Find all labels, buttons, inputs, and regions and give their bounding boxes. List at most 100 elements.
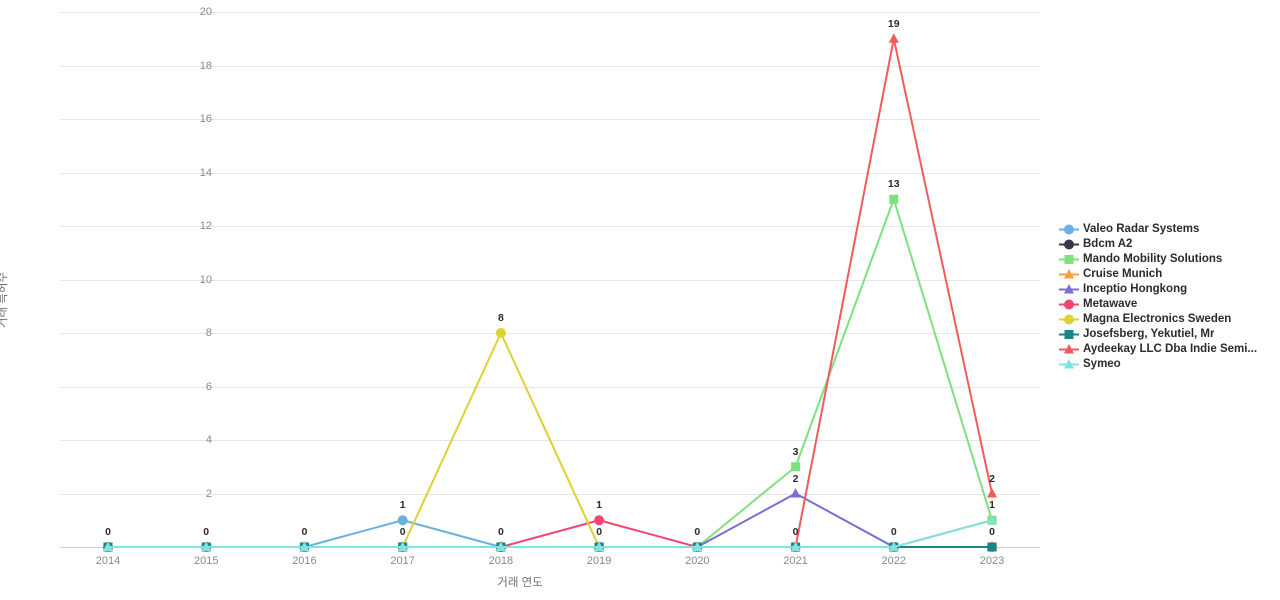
point-value-label: 2 xyxy=(792,472,799,485)
legend-label: Aydeekay LLC Dba Indie Semi... xyxy=(1083,343,1258,355)
data-point-marker xyxy=(692,541,703,551)
legend-item[interactable]: Josefsberg, Yekutiel, Mr xyxy=(1058,327,1273,342)
y-tick-label: 14 xyxy=(199,166,212,179)
x-tick-label: 2021 xyxy=(783,555,808,567)
y-tick-label: 18 xyxy=(199,59,212,72)
point-value-label: 0 xyxy=(890,526,897,538)
series-line xyxy=(108,332,992,548)
legend-item[interactable]: Metawave xyxy=(1058,297,1273,312)
x-tick-label: 2022 xyxy=(881,555,906,567)
x-tick-label: 2016 xyxy=(292,555,317,567)
legend-item[interactable]: Aydeekay LLC Dba Indie Semi... xyxy=(1058,342,1273,357)
data-point-marker xyxy=(594,541,605,551)
point-value-label: 0 xyxy=(203,526,210,538)
legend-item[interactable]: Valeo Radar Systems xyxy=(1058,222,1273,237)
legend-item[interactable]: Magna Electronics Sweden xyxy=(1058,312,1273,327)
y-axis-title: 거래 특허수 xyxy=(0,271,9,329)
y-tick-label: 16 xyxy=(199,113,212,125)
data-point-marker xyxy=(1064,299,1074,310)
series-group xyxy=(103,33,997,551)
legend-item[interactable]: Symeo xyxy=(1058,357,1273,372)
point-value-label: 1 xyxy=(399,499,406,512)
legend-circle-marker-icon xyxy=(1058,222,1080,237)
series-layer xyxy=(103,33,997,552)
data-point-marker xyxy=(1064,284,1074,294)
legend-triangle-marker-icon xyxy=(1058,267,1080,282)
data-point-marker xyxy=(888,33,899,43)
data-point-marker xyxy=(987,542,997,552)
data-point-marker xyxy=(103,541,113,551)
legend-item[interactable]: Mando Mobility Solutions xyxy=(1058,252,1273,267)
legend-circle-marker-icon xyxy=(1058,312,1080,327)
legend-label: Symeo xyxy=(1083,358,1121,370)
series-line xyxy=(108,198,993,548)
data-point-marker xyxy=(1064,330,1074,339)
legend-circle-marker-icon xyxy=(1058,297,1080,312)
point-value-label: 19 xyxy=(887,17,900,30)
x-tick-label: 2014 xyxy=(95,555,121,567)
x-tick-label: 2018 xyxy=(488,555,514,567)
point-value-label: 2 xyxy=(989,472,995,485)
data-point-marker xyxy=(790,488,801,498)
point-value-label: 8 xyxy=(497,312,504,324)
point-value-label: 0 xyxy=(399,526,406,538)
point-value-label: 0 xyxy=(989,526,995,538)
data-point-marker xyxy=(495,328,506,338)
legend-triangle-marker-icon xyxy=(1058,282,1080,297)
x-axis-title: 거래 연도 xyxy=(497,577,543,589)
legend-label: Magna Electronics Sweden xyxy=(1083,313,1232,325)
legend-label: Bdcm A2 xyxy=(1083,238,1133,250)
gridline xyxy=(60,226,1040,227)
data-point-marker xyxy=(1064,255,1074,264)
y-tick-label: 6 xyxy=(205,380,212,393)
point-value-label: 3 xyxy=(792,445,799,458)
data-point-marker xyxy=(299,541,310,551)
y-tick-label: 10 xyxy=(199,273,212,286)
data-point-marker xyxy=(987,488,997,498)
gridline xyxy=(60,333,1040,334)
legend-square-marker-icon xyxy=(1058,252,1080,267)
y-tick-label: 8 xyxy=(205,327,212,339)
series-line xyxy=(108,519,992,548)
y-tick-label: 4 xyxy=(205,434,212,446)
y-tick-label: 12 xyxy=(199,220,212,232)
legend-triangle-marker-icon xyxy=(1058,342,1080,357)
legend-label: Valeo Radar Systems xyxy=(1083,223,1200,235)
point-value-label: 0 xyxy=(301,526,308,538)
gridline xyxy=(60,493,1040,495)
data-point-marker xyxy=(1064,224,1074,235)
y-tick-label: 20 xyxy=(199,6,212,18)
data-point-marker xyxy=(791,462,801,472)
chart-legend: Valeo Radar Systems Bdcm A2 Mando Mobility… xyxy=(1058,222,1273,372)
legend-label: Inceptio Hongkong xyxy=(1083,283,1188,295)
data-point-marker xyxy=(1064,239,1074,250)
series-group xyxy=(103,194,997,552)
point-value-label: 13 xyxy=(887,178,900,191)
x-tick-label: 2019 xyxy=(586,555,612,567)
point-value-label: 0 xyxy=(105,526,111,538)
data-point-marker xyxy=(888,541,899,551)
data-point-marker xyxy=(1064,344,1074,354)
data-point-marker xyxy=(397,541,408,551)
legend-label: Metawave xyxy=(1083,298,1138,310)
legend-circle-marker-icon xyxy=(1058,237,1080,252)
gridline xyxy=(60,386,1040,388)
gridline xyxy=(60,172,1040,174)
x-tick-label: 2015 xyxy=(193,555,219,567)
gridline xyxy=(60,279,1040,281)
legend-item[interactable]: Bdcm A2 xyxy=(1058,237,1273,252)
series-group xyxy=(103,514,997,551)
data-point-marker xyxy=(594,515,605,526)
legend-label: Mando Mobility Solutions xyxy=(1083,253,1223,265)
data-point-marker xyxy=(201,541,212,551)
x-tick-label: 2017 xyxy=(390,555,415,567)
gridline xyxy=(60,119,1040,120)
x-tick-label: 2023 xyxy=(979,555,1005,567)
point-value-label: 0 xyxy=(497,526,504,538)
series-line xyxy=(108,519,993,548)
legend-label: Cruise Munich xyxy=(1083,268,1163,280)
legend-item[interactable]: Inceptio Hongkong xyxy=(1058,282,1273,297)
point-value-label: 0 xyxy=(596,526,603,538)
legend-item[interactable]: Cruise Munich xyxy=(1058,267,1273,282)
